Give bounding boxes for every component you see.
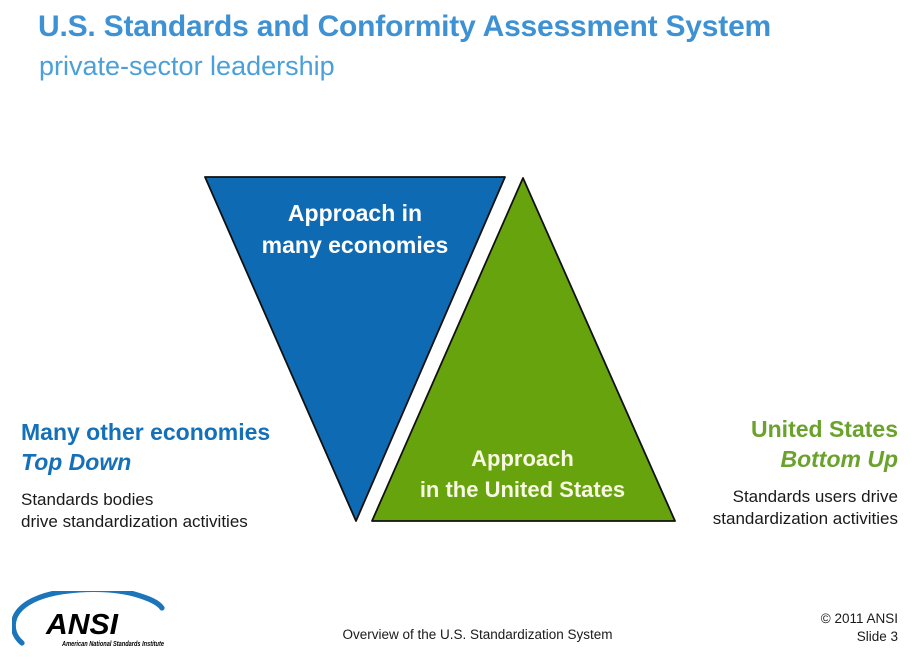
green-triangle-label-line2: in the United States <box>419 477 626 502</box>
ansi-logo-text: ANSI <box>45 609 119 641</box>
right-caption-heading: United States <box>751 416 898 442</box>
right-caption-body-line1: Standards users drive <box>732 487 898 506</box>
green-triangle-label: Approach in the United States <box>370 443 675 505</box>
right-caption-body: Standards users drive standardization ac… <box>713 486 898 530</box>
green-triangle-label-line1: Approach <box>471 446 574 471</box>
footer-center-text: Overview of the U.S. Standardization Sys… <box>342 627 613 642</box>
footer-slide-number: Slide 3 <box>856 629 898 644</box>
footer-copyright: © 2011 ANSI <box>820 611 898 626</box>
ansi-logo: ANSI American National Standards Institu… <box>12 591 165 648</box>
left-caption-subheading: Top Down <box>21 449 132 475</box>
left-caption: Many other economies Top Down Standards … <box>21 417 270 533</box>
top-down-triangle <box>204 176 506 522</box>
left-caption-body-line1: Standards bodies <box>21 490 154 509</box>
ansi-logo-tagline: American National Standards Institute <box>61 641 164 648</box>
slide-subtitle: private-sector leadership <box>39 51 335 81</box>
bottom-up-triangle <box>371 177 676 522</box>
slide-title: U.S. Standards and Conformity Assessment… <box>38 10 772 43</box>
blue-triangle-label: Approach in many economies <box>205 197 505 261</box>
left-caption-heading: Many other economies <box>21 419 271 445</box>
blue-triangle-label-line1: Approach in <box>287 200 423 226</box>
right-caption-subheading: Bottom Up <box>780 446 898 472</box>
right-caption: United States Bottom Up Standards users … <box>713 414 898 530</box>
blue-triangle-label-line2: many economies <box>261 232 449 258</box>
right-caption-body-line2: standardization activities <box>712 509 898 528</box>
left-caption-body-line2: drive standardization activities <box>21 512 248 531</box>
footer-right-block: © 2011 ANSI Slide 3 <box>821 610 898 646</box>
left-caption-body: Standards bodies drive standardization a… <box>21 489 270 533</box>
ansi-logo-swoosh-icon <box>12 591 165 646</box>
